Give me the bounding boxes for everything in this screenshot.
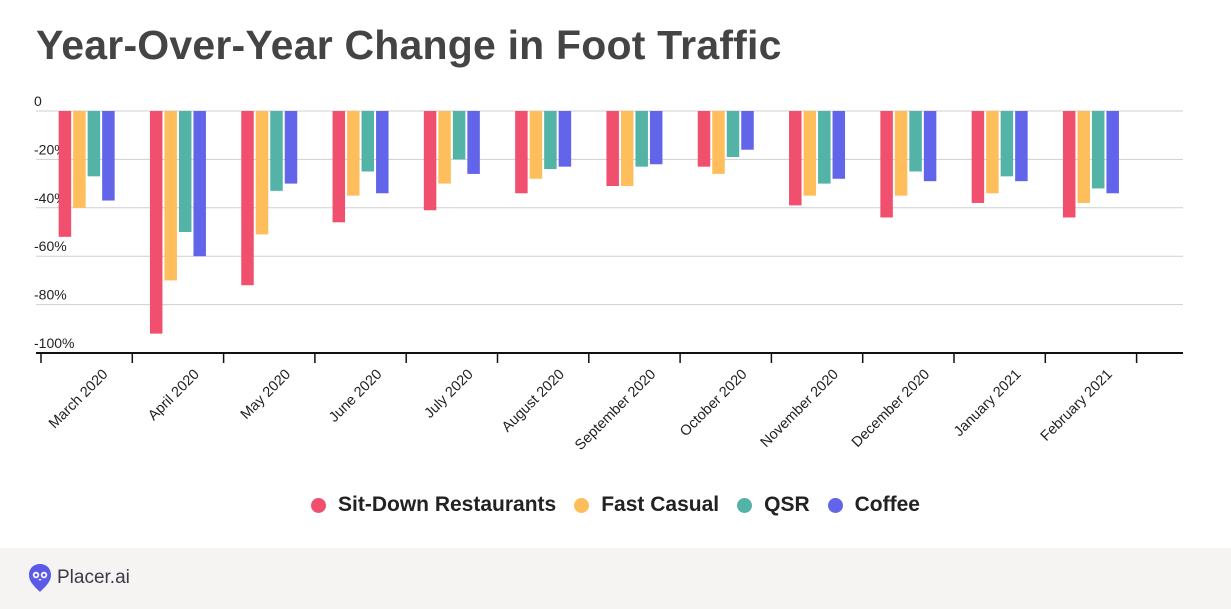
x-tick-label: December 2020 bbox=[849, 367, 933, 451]
bar bbox=[361, 111, 375, 172]
x-tick-label: January 2021 bbox=[951, 367, 1024, 440]
bar bbox=[241, 111, 254, 286]
bar bbox=[58, 111, 72, 237]
bar bbox=[649, 111, 663, 165]
bar bbox=[1062, 111, 1076, 218]
x-tick-label: November 2020 bbox=[758, 367, 842, 451]
bar bbox=[818, 111, 831, 184]
legend-item: Coffee bbox=[827, 493, 920, 517]
y-tick-label: -60% bbox=[34, 238, 67, 254]
bar bbox=[347, 111, 360, 196]
bar bbox=[438, 111, 451, 184]
x-tick-label: February 2021 bbox=[1038, 367, 1116, 445]
bar bbox=[193, 111, 206, 257]
bar bbox=[376, 111, 389, 194]
bar bbox=[87, 111, 101, 177]
bar bbox=[529, 111, 543, 179]
x-tick-label: July 2020 bbox=[421, 367, 476, 422]
bar bbox=[467, 111, 480, 174]
legend-label: Coffee bbox=[854, 493, 920, 516]
bar bbox=[544, 111, 557, 170]
bar bbox=[149, 111, 163, 334]
bar-chart: 0 -20% -40% -60% -80% -100% March 2020 April 20… bbox=[34, 93, 1183, 454]
legend-item: QSR bbox=[737, 493, 810, 517]
legend-swatch bbox=[827, 497, 843, 513]
bar bbox=[1091, 111, 1105, 189]
x-tick-label: April 2020 bbox=[145, 367, 202, 424]
bar bbox=[986, 111, 999, 194]
bar bbox=[741, 111, 754, 150]
bar bbox=[789, 111, 802, 206]
bar bbox=[923, 111, 937, 182]
brand-name: Placer.ai bbox=[57, 567, 130, 588]
legend-label: QSR bbox=[764, 493, 810, 516]
y-tick-label: -80% bbox=[34, 287, 67, 303]
bar bbox=[971, 111, 985, 203]
bar bbox=[606, 111, 619, 187]
bar bbox=[635, 111, 648, 167]
y-tick-label: -20% bbox=[34, 141, 67, 157]
footer: Placer.ai bbox=[0, 548, 1231, 609]
bar bbox=[1106, 111, 1119, 194]
y-tick-label: 0 bbox=[34, 93, 42, 109]
x-tick-label: August 2020 bbox=[499, 367, 568, 436]
bar bbox=[515, 111, 528, 194]
legend-item: Sit-Down Restaurants bbox=[311, 493, 556, 517]
bar bbox=[620, 111, 634, 187]
bar bbox=[909, 111, 922, 172]
placer-owl-icon bbox=[29, 564, 51, 592]
bar bbox=[880, 111, 893, 218]
bar bbox=[164, 111, 177, 281]
x-tick-label: October 2020 bbox=[677, 367, 750, 440]
bar bbox=[102, 111, 115, 201]
bar bbox=[270, 111, 283, 191]
legend-swatch bbox=[311, 497, 327, 513]
bar bbox=[332, 111, 346, 223]
bar bbox=[452, 111, 466, 160]
bar bbox=[423, 111, 437, 211]
legend-item: Fast Casual bbox=[574, 493, 719, 517]
bar bbox=[73, 111, 86, 208]
x-tick-label: May 2020 bbox=[238, 367, 294, 423]
bar bbox=[558, 111, 572, 167]
bar bbox=[894, 111, 908, 196]
x-tick-label: March 2020 bbox=[46, 367, 111, 432]
legend-label: Sit-Down Restaurants bbox=[338, 493, 557, 516]
x-tick-label: June 2020 bbox=[326, 367, 385, 426]
chart-title: Year-Over-Year Change in Foot Traffic bbox=[36, 22, 782, 68]
bar bbox=[1000, 111, 1014, 177]
bar bbox=[284, 111, 298, 184]
x-tick-label: September 2020 bbox=[572, 367, 659, 454]
legend-swatch bbox=[574, 497, 590, 513]
bar bbox=[697, 111, 711, 167]
bar bbox=[1077, 111, 1090, 203]
bar bbox=[803, 111, 817, 196]
legend-label: Fast Casual bbox=[601, 493, 720, 516]
bar bbox=[726, 111, 740, 157]
chart-legend: Sit-Down Restaurants Fast Casual QSR Coffee bbox=[0, 493, 1231, 517]
bar bbox=[1015, 111, 1028, 182]
bar bbox=[178, 111, 192, 232]
bar bbox=[255, 111, 269, 235]
y-tick-label: -100% bbox=[34, 335, 74, 351]
bar bbox=[712, 111, 725, 174]
legend-swatch bbox=[737, 497, 753, 513]
bar bbox=[832, 111, 846, 179]
y-tick-label: -40% bbox=[34, 190, 67, 206]
